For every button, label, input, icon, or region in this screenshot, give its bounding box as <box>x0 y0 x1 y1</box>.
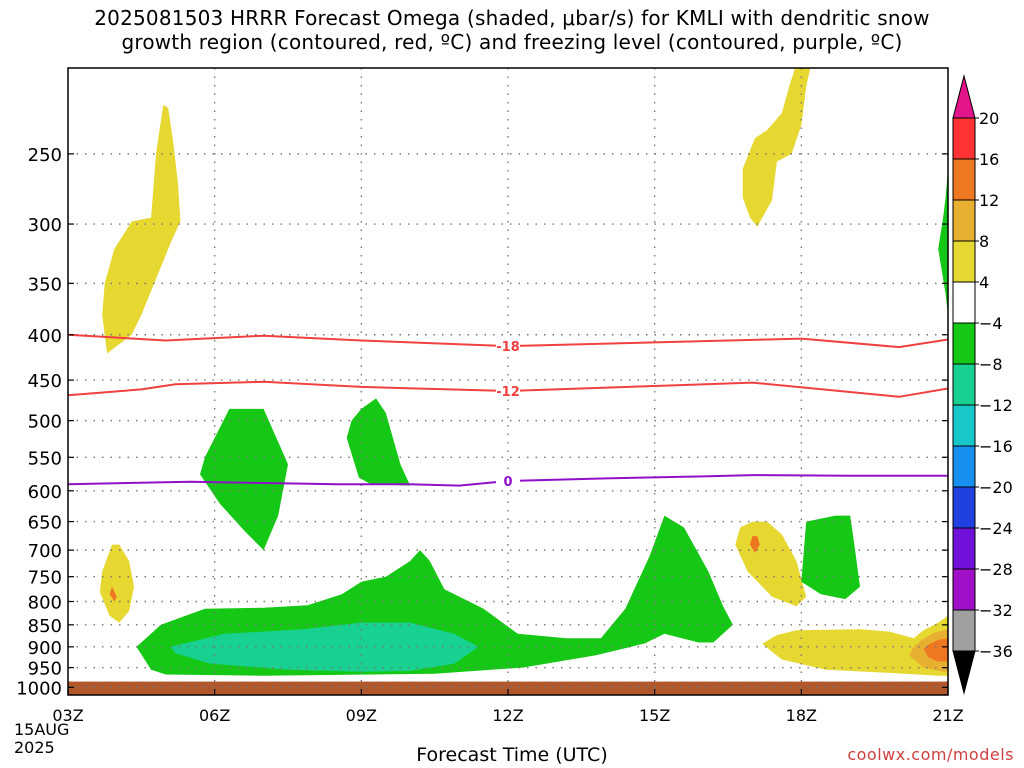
colorbar-swatch-9 <box>952 486 976 529</box>
omega-region-8 <box>750 536 760 553</box>
colorbar-swatch-1 <box>952 158 976 201</box>
chart-title: 2025081503 HRRR Forecast Omega (shaded, … <box>0 6 1024 54</box>
contour-line-1 <box>68 380 948 398</box>
omega-region-10 <box>200 408 288 551</box>
y-tick-label-750: 750 <box>28 568 62 589</box>
colorbar: 20 16 12 8 4 −4 −8 −12 −16 −20 −24 −28 −32 −36 <box>952 74 1013 695</box>
y-tick-label-950: 950 <box>28 659 62 680</box>
x-tick-label-18Z: 18Z <box>786 706 817 725</box>
x-tick-label-12Z: 12Z <box>492 706 523 725</box>
y-tick-label-850: 850 <box>28 616 62 637</box>
omega-region-11 <box>346 398 411 486</box>
contour-label-bg-2 <box>496 473 520 490</box>
colorbar-swatch-10 <box>952 527 976 570</box>
y-tick-label-450: 450 <box>28 371 62 392</box>
colorbar-swatch-8 <box>952 445 976 488</box>
ground-surface <box>68 681 948 695</box>
y-tick-label-700: 700 <box>28 541 62 562</box>
x-tick-label-15Z: 15Z <box>639 706 670 725</box>
omega-region-12 <box>801 515 860 600</box>
axes: 2503003504004505005506006507007508008509… <box>16 67 964 725</box>
omega-region-1 <box>742 68 811 227</box>
contour-label-2: 0 <box>503 475 512 490</box>
omega-region-3 <box>735 521 807 607</box>
colorbar-label-2: 12 <box>979 191 999 210</box>
colorbar-label-12: −32 <box>979 601 1013 620</box>
colorbar-label-0: 20 <box>979 109 999 128</box>
colorbar-label-10: −24 <box>979 519 1013 538</box>
omega-region-6 <box>923 638 948 662</box>
y-tick-label-400: 400 <box>28 326 62 347</box>
omega-region-14 <box>170 622 479 672</box>
colorbar-swatch-12 <box>952 609 976 652</box>
y-tick-label-600: 600 <box>28 482 62 503</box>
y-tick-label-800: 800 <box>28 593 62 614</box>
colorbar-top-arrow <box>952 74 976 119</box>
contour-label-bg-1 <box>496 383 520 400</box>
y-tick-label-550: 550 <box>28 448 62 469</box>
x-tick-label-03Z: 03Z <box>52 706 83 725</box>
start-date-day: 15AUG <box>14 720 70 739</box>
colorbar-swatch-6 <box>952 363 976 406</box>
title-line-2: growth region (contoured, red, ºC) and f… <box>121 30 903 54</box>
x-tick-label-21Z: 21Z <box>932 706 963 725</box>
colorbar-swatch-4 <box>952 281 976 324</box>
plot-area: -18 -12 0 <box>68 68 948 695</box>
contour-label-bg-0 <box>496 338 520 355</box>
omega-region-9 <box>938 169 948 315</box>
colorbar-label-4: 4 <box>979 273 989 292</box>
x-axis-label: Forecast Time (UTC) <box>416 744 608 766</box>
omega-region-0 <box>102 104 181 354</box>
omega-region-4 <box>762 615 948 676</box>
colorbar-label-8: −16 <box>979 437 1013 456</box>
contour-label-0: -18 <box>496 340 520 355</box>
colorbar-label-9: −20 <box>979 478 1013 497</box>
x-tick-label-06Z: 06Z <box>199 706 230 725</box>
colorbar-label-13: −36 <box>979 642 1013 661</box>
colorbar-label-3: 8 <box>979 232 989 251</box>
contour-label-1: -12 <box>496 385 520 400</box>
y-tick-label-300: 300 <box>28 215 62 236</box>
colorbar-label-7: −12 <box>979 396 1013 415</box>
colorbar-swatch-3 <box>952 240 976 283</box>
y-tick-label-1000: 1000 <box>16 678 62 699</box>
colorbar-label-11: −28 <box>979 560 1013 579</box>
omega-region-7 <box>109 586 117 602</box>
colorbar-swatch-5 <box>952 322 976 365</box>
credit-link[interactable]: coolwx.com/models <box>847 745 1014 764</box>
y-tick-label-350: 350 <box>28 274 62 295</box>
y-tick-label-250: 250 <box>28 145 62 166</box>
omega-region-2 <box>99 544 134 623</box>
colorbar-swatch-7 <box>952 404 976 447</box>
colorbar-swatch-2 <box>952 199 976 242</box>
colorbar-label-5: −4 <box>979 314 1003 333</box>
contour-line-2 <box>68 474 948 487</box>
colorbar-bottom-arrow <box>952 650 976 695</box>
y-tick-label-900: 900 <box>28 638 62 659</box>
y-tick-label-500: 500 <box>28 412 62 433</box>
y-tick-label-650: 650 <box>28 513 62 534</box>
colorbar-swatch-0 <box>952 117 976 160</box>
colorbar-label-1: 16 <box>979 150 999 169</box>
title-line-1: 2025081503 HRRR Forecast Omega (shaded, … <box>94 6 930 30</box>
start-date-year: 2025 <box>14 738 55 757</box>
colorbar-label-6: −8 <box>979 355 1003 374</box>
x-tick-label-09Z: 09Z <box>346 706 377 725</box>
colorbar-swatch-11 <box>952 568 976 611</box>
